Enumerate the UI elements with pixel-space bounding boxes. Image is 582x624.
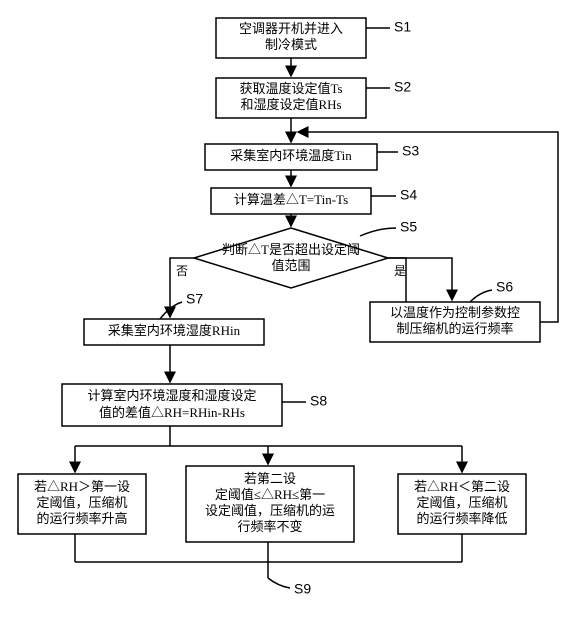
label-s4: S4 [400, 187, 417, 203]
branch-no: 否 [176, 264, 188, 278]
node-s6-line2: 制压缩机的运行频率 [396, 321, 513, 336]
label-s1: S1 [394, 19, 411, 35]
node-s9c-line3: 的运行频率降低 [416, 511, 507, 526]
node-s9c-line1: 若△RH＜第二设 [414, 479, 510, 494]
node-s6-line1: 以温度作为控制参数控 [390, 305, 520, 320]
label-s5: S5 [400, 219, 417, 235]
leader-s7 [160, 302, 182, 319]
node-s2-line2: 和湿度设定值RHs [240, 97, 341, 112]
node-s9a-line2: 定阈值，压缩机 [36, 495, 127, 510]
label-s8: S8 [310, 393, 327, 409]
label-s7: S7 [186, 291, 203, 307]
node-s9b-line2: 定阈值≤△RH≤第一 [215, 487, 325, 502]
node-s9b-line1: 若第二设 [244, 471, 296, 486]
node-s2-line1: 获取温度设定值Ts [239, 81, 342, 96]
node-s5-line1: 判断△T是否超出设定阈 [222, 242, 360, 257]
node-s8-line1: 计算室内环境湿度和湿度设定 [87, 388, 256, 403]
node-s3-line1: 采集室内环境温度Tin [230, 148, 352, 163]
leader-s9 [268, 578, 290, 588]
label-s3: S3 [402, 143, 419, 159]
node-s9c-line2: 定阈值，压缩机 [416, 495, 507, 510]
node-s4-line1: 计算温差△T=Tin-Ts [234, 192, 348, 207]
node-s1-line1: 空调器开机并进入 [239, 21, 343, 36]
leader-s6 [470, 290, 492, 302]
node-s9a-line1: 若△RH＞第一设 [34, 479, 130, 494]
branch-yes: 是 [394, 264, 406, 278]
label-s2: S2 [394, 79, 411, 95]
node-s7-line1: 采集室内环境湿度RHin [108, 323, 241, 338]
node-s9a-line3: 的运行频率升高 [36, 511, 127, 526]
label-s6: S6 [496, 279, 513, 295]
node-s5-line2: 值范围 [271, 258, 310, 273]
node-s8-line2: 值的差值△RH=RHin-RHs [99, 405, 245, 420]
leader-s5 [360, 228, 396, 236]
label-s9: S9 [294, 581, 311, 597]
node-s1-line2: 制冷模式 [265, 37, 317, 52]
node-s9b-line3: 设定阈值，压缩机的运 [205, 503, 335, 518]
node-s9b-line4: 行频率不变 [237, 519, 302, 534]
